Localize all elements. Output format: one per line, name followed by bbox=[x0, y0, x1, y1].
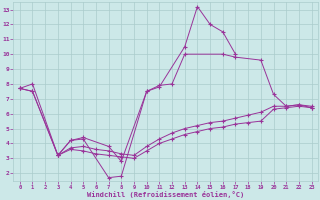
X-axis label: Windchill (Refroidissement éolien,°C): Windchill (Refroidissement éolien,°C) bbox=[87, 191, 244, 198]
